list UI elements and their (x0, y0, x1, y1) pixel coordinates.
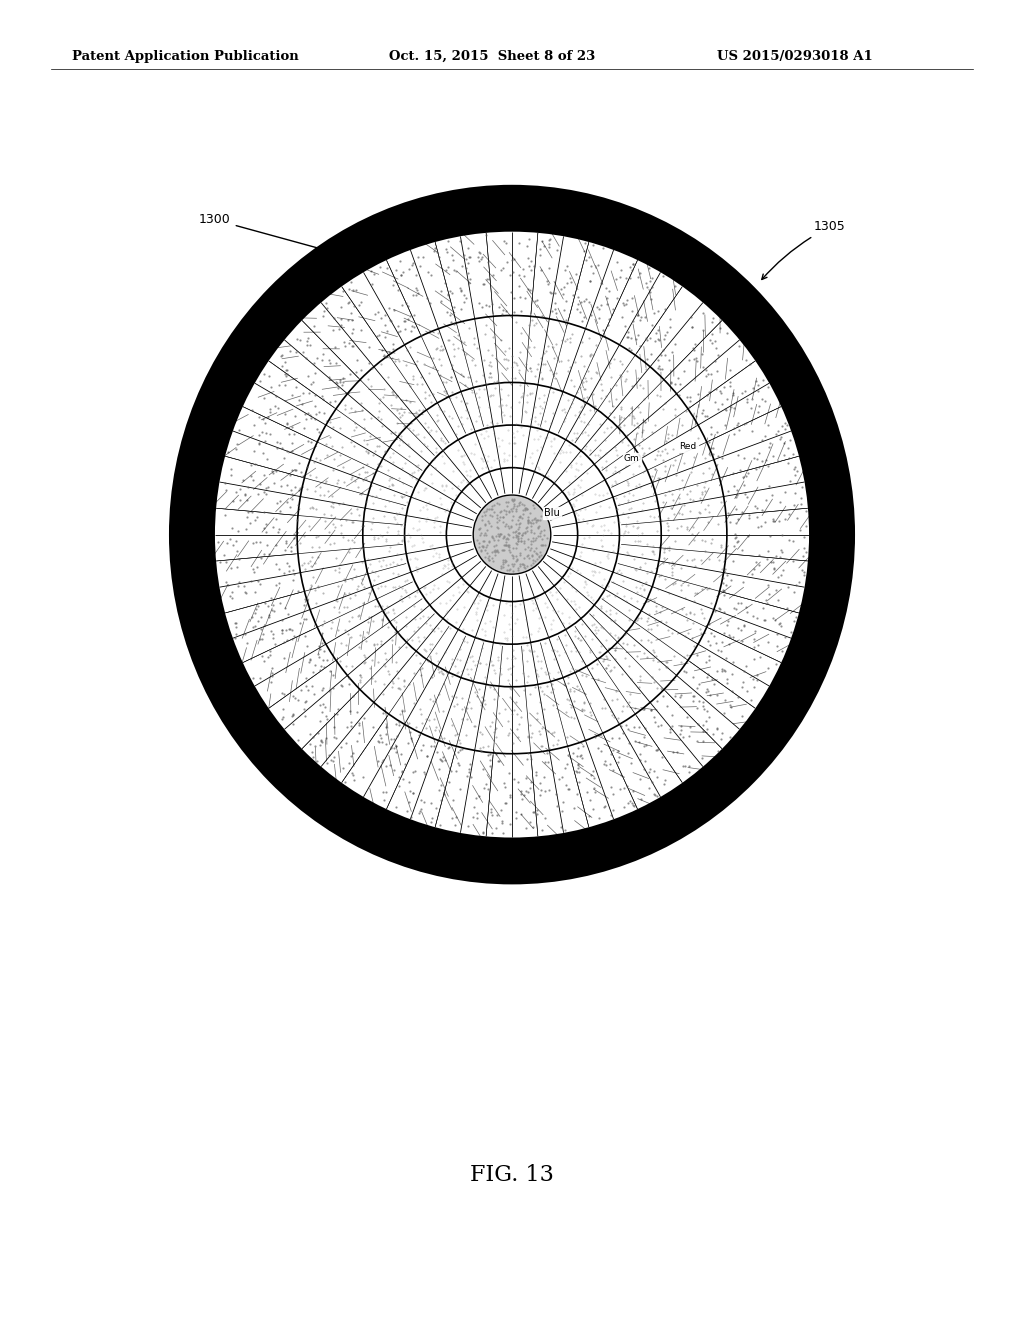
Text: FIG. 13: FIG. 13 (470, 1164, 554, 1187)
Text: Patent Application Publication: Patent Application Publication (72, 50, 298, 63)
Text: US 2015/0293018 A1: US 2015/0293018 A1 (717, 50, 872, 63)
Text: Oct. 15, 2015  Sheet 8 of 23: Oct. 15, 2015 Sheet 8 of 23 (389, 50, 595, 63)
Ellipse shape (404, 425, 620, 644)
Ellipse shape (297, 315, 727, 754)
Text: 1300: 1300 (199, 214, 364, 261)
Text: 1305: 1305 (762, 220, 846, 280)
Ellipse shape (446, 467, 578, 602)
Text: Gm: Gm (624, 454, 640, 463)
Ellipse shape (214, 230, 810, 840)
Ellipse shape (169, 185, 855, 884)
Text: Red: Red (680, 442, 697, 451)
Ellipse shape (473, 495, 551, 574)
Text: Blu: Blu (544, 508, 560, 517)
Ellipse shape (362, 383, 662, 686)
